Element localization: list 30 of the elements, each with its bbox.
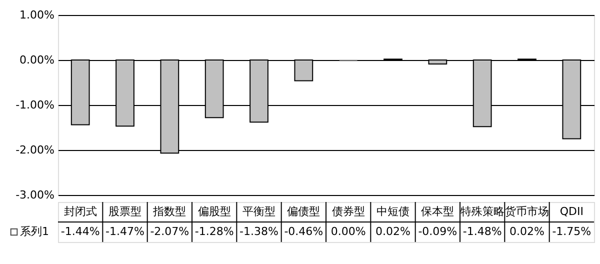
x-tick-label: 股票型 <box>108 205 142 218</box>
y-tick-label: 0.00% <box>20 54 54 66</box>
data-label: -1.75% <box>552 225 592 238</box>
x-tick-label: 偏债型 <box>287 205 320 218</box>
y-tick-label: -3.00% <box>16 188 54 202</box>
data-label: -1.47% <box>106 225 144 238</box>
y-tick-label: -1.00% <box>16 98 54 112</box>
legend-label: 系列1 <box>20 225 49 238</box>
x-tick-label: 特殊策略 <box>460 205 504 218</box>
data-label: -1.28% <box>194 225 234 238</box>
x-tick-label: 债券型 <box>332 205 365 218</box>
data-label: -0.46% <box>284 225 324 238</box>
x-tick-label: 中短债 <box>376 205 410 218</box>
data-label: -1.48% <box>462 225 502 238</box>
data-label: -0.09% <box>418 225 458 238</box>
x-tick-label: 保本型 <box>421 205 454 218</box>
x-tick-label: 平衡型 <box>242 205 276 218</box>
data-label: -1.44% <box>60 225 100 238</box>
data-label: -2.07% <box>150 225 190 238</box>
x-tick-label: 指数型 <box>152 205 186 218</box>
data-label: 0.00% <box>330 225 366 238</box>
x-tick-label: 封闭式 <box>64 205 97 218</box>
y-tick-label: -2.00% <box>16 144 54 156</box>
data-label: 0.02% <box>376 225 410 238</box>
data-label: -1.38% <box>240 225 278 238</box>
y-tick-label: 1.00% <box>20 8 54 22</box>
data-label: 0.02% <box>510 225 544 238</box>
x-tick-label: 货币市场 <box>505 205 549 218</box>
x-tick-label: 偏股型 <box>198 205 231 218</box>
x-tick-label: QDII <box>560 205 584 218</box>
